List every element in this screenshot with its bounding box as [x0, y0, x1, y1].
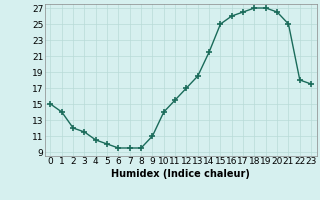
X-axis label: Humidex (Indice chaleur): Humidex (Indice chaleur): [111, 169, 250, 179]
